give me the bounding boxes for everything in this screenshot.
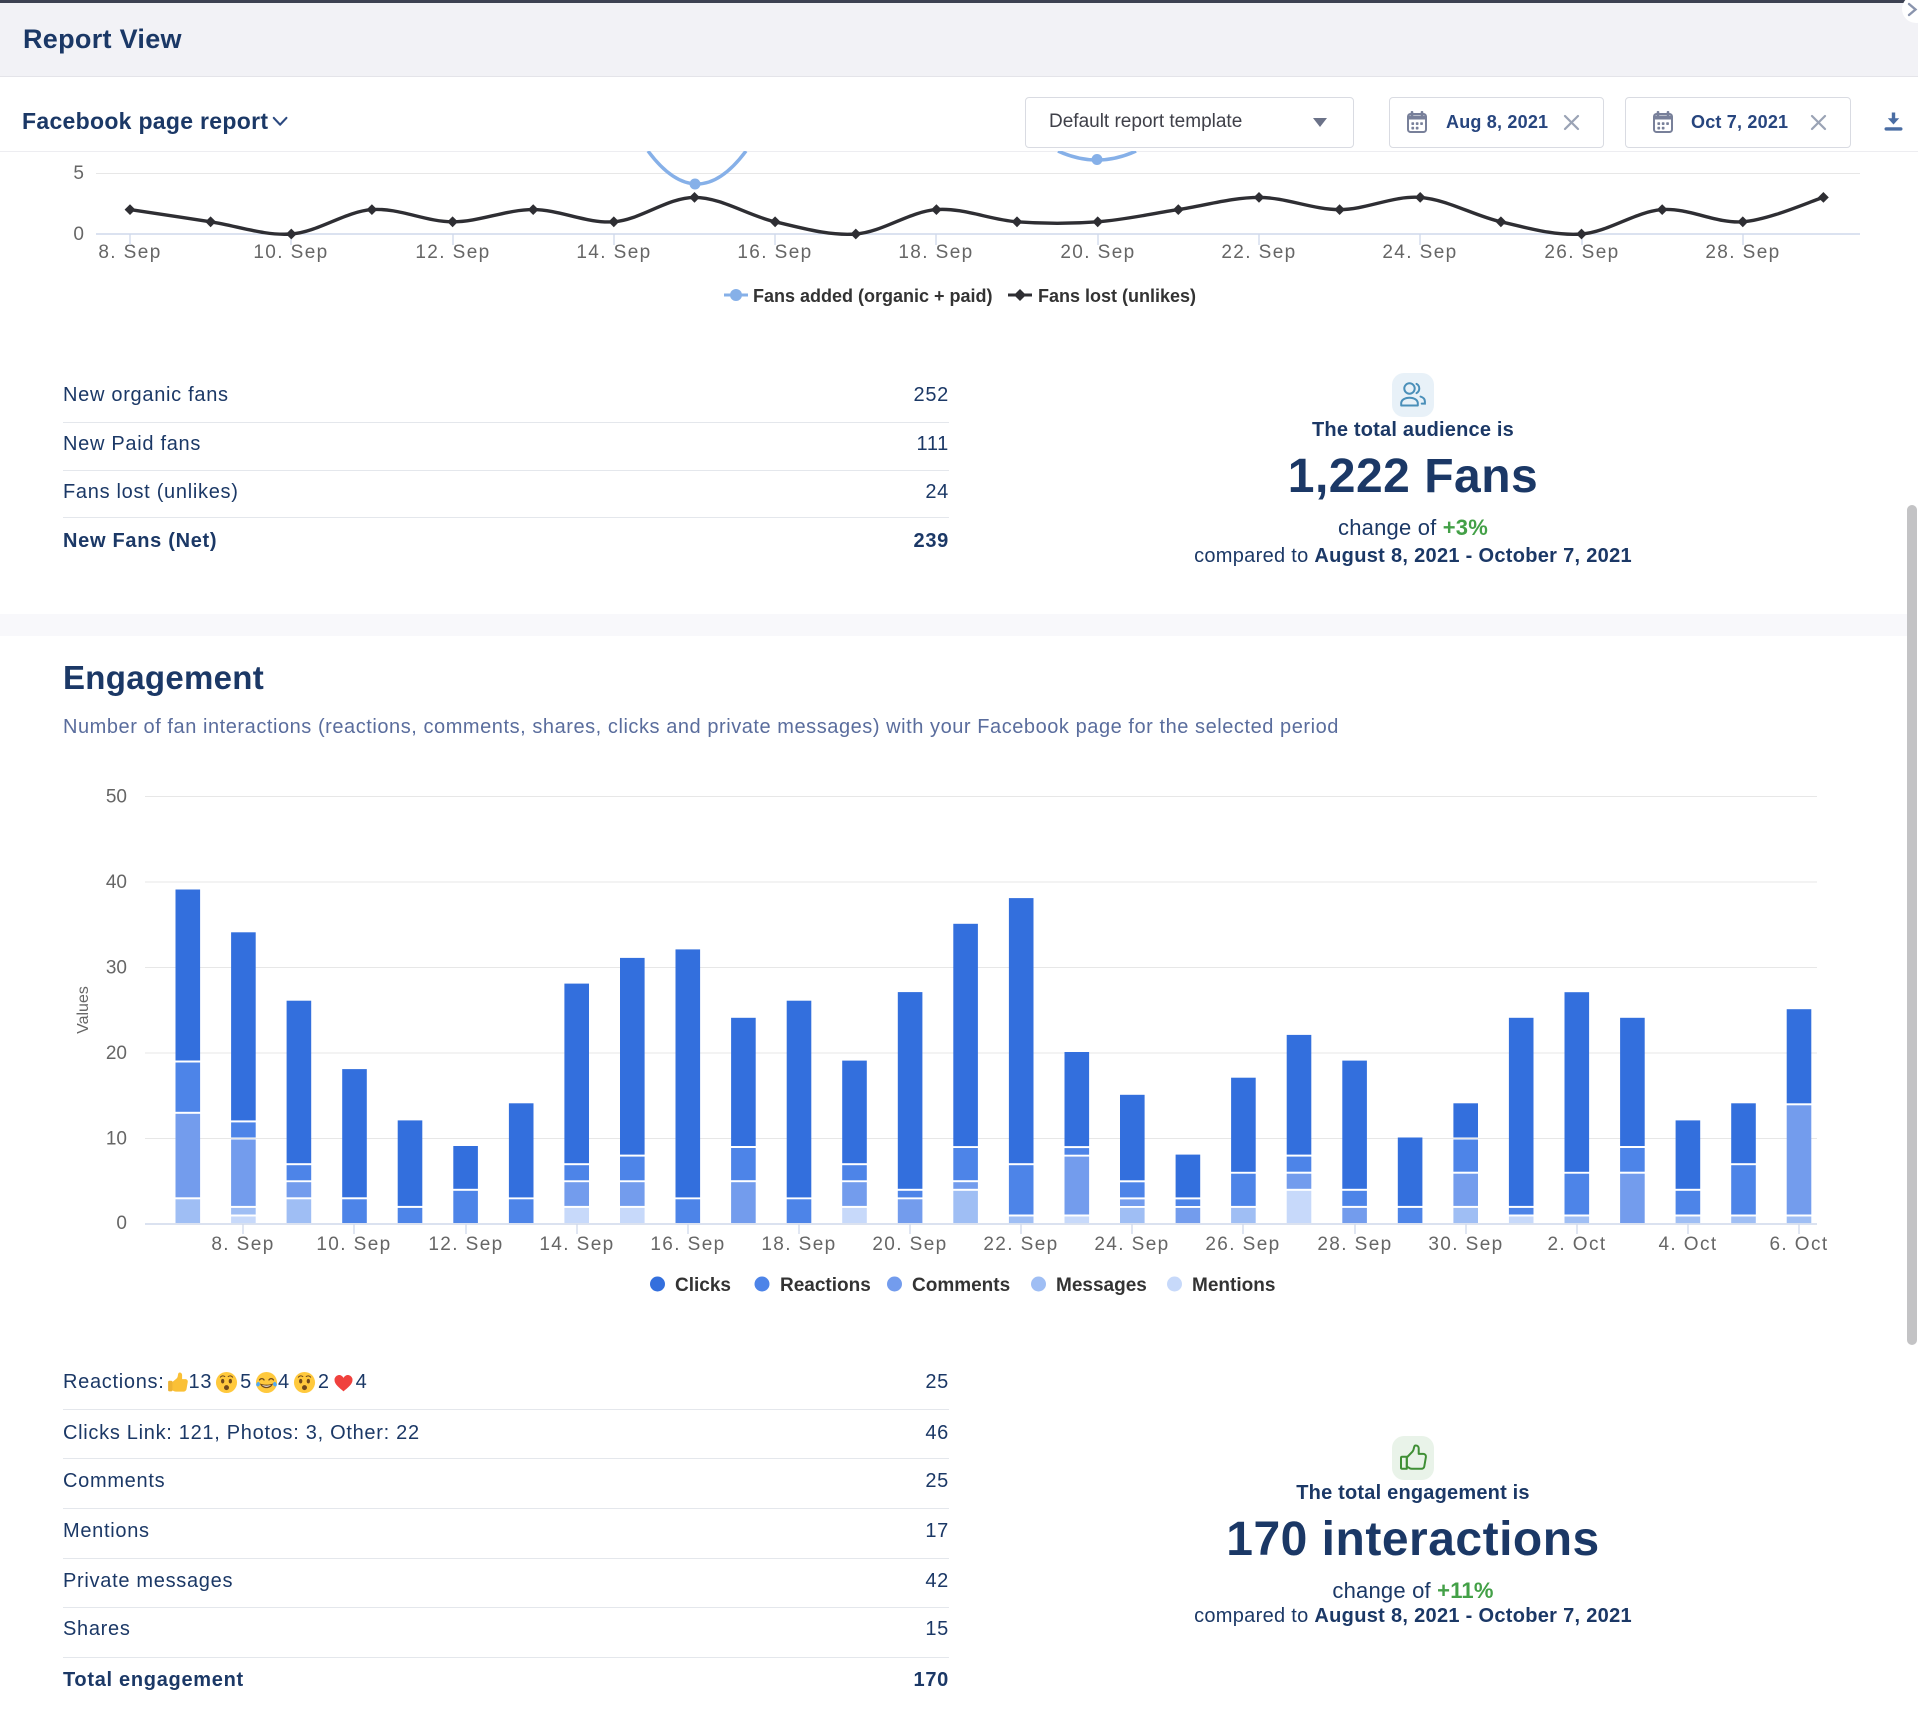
svg-text:14. Sep: 14. Sep: [576, 242, 651, 263]
svg-text:12. Sep: 12. Sep: [415, 242, 490, 263]
svg-text:Mentions: Mentions: [1192, 1275, 1275, 1296]
svg-text:12. Sep: 12. Sep: [428, 1234, 503, 1255]
svg-text:0: 0: [73, 224, 84, 245]
svg-text:20. Sep: 20. Sep: [1060, 242, 1135, 263]
svg-text:0: 0: [116, 1213, 127, 1234]
svg-text:8. Sep: 8. Sep: [211, 1234, 274, 1255]
svg-text:Messages: Messages: [1056, 1275, 1147, 1296]
svg-text:14. Sep: 14. Sep: [539, 1234, 614, 1255]
svg-text:24. Sep: 24. Sep: [1382, 242, 1457, 263]
svg-text:2. Oct: 2. Oct: [1547, 1234, 1606, 1255]
svg-text:22. Sep: 22. Sep: [1221, 242, 1296, 263]
svg-text:5: 5: [73, 163, 84, 184]
svg-text:30. Sep: 30. Sep: [1428, 1234, 1503, 1255]
svg-text:10. Sep: 10. Sep: [316, 1234, 391, 1255]
svg-text:Reactions: Reactions: [780, 1275, 871, 1296]
svg-text:26. Sep: 26. Sep: [1544, 242, 1619, 263]
svg-text:18. Sep: 18. Sep: [761, 1234, 836, 1255]
svg-text:16. Sep: 16. Sep: [737, 242, 812, 263]
svg-text:20: 20: [106, 1043, 127, 1064]
svg-text:8. Sep: 8. Sep: [98, 242, 161, 263]
svg-text:18. Sep: 18. Sep: [898, 242, 973, 263]
svg-text:28. Sep: 28. Sep: [1705, 242, 1780, 263]
svg-text:40: 40: [106, 872, 127, 893]
svg-text:24. Sep: 24. Sep: [1094, 1234, 1169, 1255]
svg-text:10. Sep: 10. Sep: [253, 242, 328, 263]
svg-text:Comments: Comments: [912, 1275, 1010, 1296]
svg-text:26. Sep: 26. Sep: [1205, 1234, 1280, 1255]
svg-text:6. Oct: 6. Oct: [1769, 1234, 1828, 1255]
svg-text:10: 10: [106, 1129, 127, 1150]
svg-text:50: 50: [106, 787, 127, 808]
svg-text:22. Sep: 22. Sep: [983, 1234, 1058, 1255]
svg-text:20. Sep: 20. Sep: [872, 1234, 947, 1255]
svg-text:Fans added (organic + paid): Fans added (organic + paid): [753, 286, 993, 306]
svg-text:Values: Values: [75, 986, 92, 1034]
svg-text:Fans lost (unlikes): Fans lost (unlikes): [1038, 286, 1196, 306]
svg-text:Clicks: Clicks: [675, 1275, 731, 1296]
svg-text:28. Sep: 28. Sep: [1317, 1234, 1392, 1255]
svg-text:4. Oct: 4. Oct: [1658, 1234, 1717, 1255]
svg-text:30: 30: [106, 958, 127, 979]
svg-text:16. Sep: 16. Sep: [650, 1234, 725, 1255]
